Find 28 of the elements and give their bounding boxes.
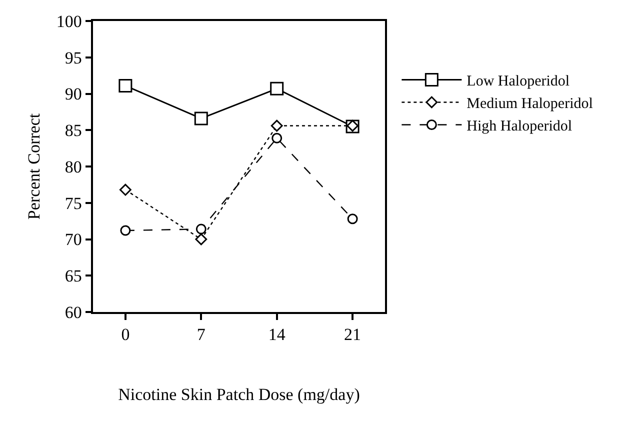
y-tick-label: 90 — [64, 84, 82, 104]
point — [120, 225, 131, 236]
legend-label: Low Haloperidol — [466, 74, 570, 90]
point — [119, 184, 132, 196]
y-axis-title: Percent Correct — [24, 113, 44, 220]
y-tick-label: 95 — [64, 48, 82, 68]
legend-label: High Haloperidol — [466, 118, 572, 135]
y-tick-label: 70 — [64, 230, 82, 250]
point — [195, 233, 208, 246]
point — [194, 112, 208, 126]
point — [118, 79, 132, 92]
point — [270, 120, 283, 132]
point — [196, 224, 206, 234]
y-tick-label: 100 — [56, 12, 82, 31]
y-tick-label: 75 — [64, 194, 82, 213]
point — [270, 82, 284, 96]
x-tick-label: 0 — [121, 325, 130, 344]
point — [347, 214, 358, 224]
y-tick-label: 65 — [64, 266, 82, 286]
x-tick-label: 21 — [344, 325, 362, 344]
y-tick-label: 60 — [64, 302, 82, 322]
y-tick-label: 85 — [64, 121, 82, 140]
x-tick-label: 14 — [268, 325, 286, 344]
y-tick-label: 80 — [64, 157, 82, 176]
x-axis-title: Nicotine Skin Patch Dose (mg/day) — [118, 385, 360, 404]
x-tick-label: 7 — [196, 325, 206, 344]
point — [272, 132, 282, 144]
legend-label: Medium Haloperidol — [466, 96, 593, 112]
